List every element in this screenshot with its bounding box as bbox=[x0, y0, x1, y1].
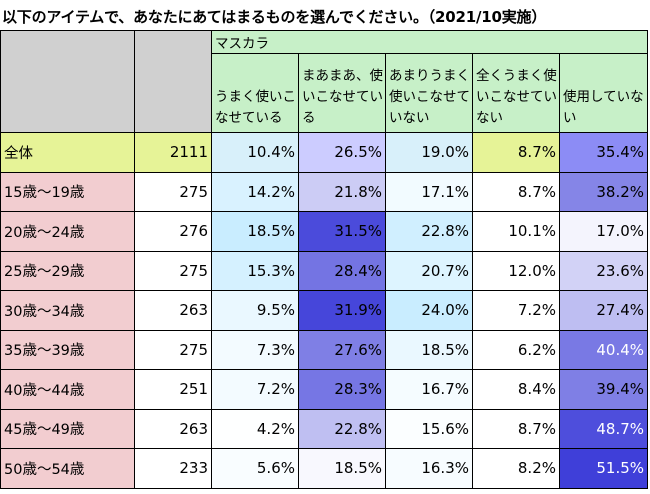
value-cell: 28.3% bbox=[298, 369, 386, 410]
sample-count: 233 bbox=[134, 448, 212, 489]
value-cell: 15.6% bbox=[385, 408, 473, 449]
value-cell: 27.4% bbox=[558, 290, 649, 331]
row-label: 45歳～49歳 bbox=[0, 408, 135, 449]
value-cell: 51.5% bbox=[558, 448, 649, 489]
corner-cell bbox=[0, 30, 135, 133]
column-header: まあまあ、使いこなせている bbox=[298, 53, 386, 133]
sample-count: 276 bbox=[134, 211, 212, 252]
table-row: 35歳～39歳 275 7.3% 27.6% 18.5% 6.2% 40.4% bbox=[0, 329, 649, 370]
table-row: 30歳～34歳 263 9.5% 31.9% 24.0% 7.2% 27.4% bbox=[0, 290, 649, 331]
value-cell: 17.1% bbox=[385, 171, 473, 212]
sample-count: 2111 bbox=[134, 132, 212, 173]
value-cell: 18.5% bbox=[211, 211, 299, 252]
value-cell: 6.2% bbox=[472, 329, 560, 370]
value-cell: 18.5% bbox=[385, 329, 473, 370]
sample-count: 275 bbox=[134, 250, 212, 291]
value-cell: 8.7% bbox=[472, 408, 560, 449]
header-row-item: マスカラ bbox=[0, 30, 649, 133]
table-row: 20歳～24歳 276 18.5% 31.5% 22.8% 10.1% 17.0% bbox=[0, 211, 649, 252]
value-cell: 17.0% bbox=[558, 211, 649, 252]
count-header-cell bbox=[134, 30, 212, 133]
value-cell: 40.4% bbox=[558, 329, 649, 370]
table-row: 25歳～29歳 275 15.3% 28.4% 20.7% 12.0% 23.6% bbox=[0, 250, 649, 291]
value-cell: 10.1% bbox=[472, 211, 560, 252]
value-cell: 8.4% bbox=[472, 369, 560, 410]
value-cell: 16.7% bbox=[385, 369, 473, 410]
column-header: 全くうまく使いこなせていない bbox=[472, 53, 560, 133]
value-cell: 8.7% bbox=[472, 132, 560, 173]
value-cell: 12.0% bbox=[472, 250, 560, 291]
item-header: マスカラ bbox=[210, 30, 649, 54]
row-label: 40歳～44歳 bbox=[0, 369, 135, 410]
value-cell: 23.6% bbox=[558, 250, 649, 291]
sample-count: 275 bbox=[134, 171, 212, 212]
row-label: 30歳～34歳 bbox=[0, 290, 135, 331]
value-cell: 22.8% bbox=[298, 408, 386, 449]
sample-count: 275 bbox=[134, 329, 212, 370]
sample-count: 251 bbox=[134, 369, 212, 410]
column-header: うまく使いこなせている bbox=[211, 53, 299, 133]
value-cell: 18.5% bbox=[298, 448, 386, 489]
value-cell: 15.3% bbox=[211, 250, 299, 291]
value-cell: 19.0% bbox=[385, 132, 473, 173]
row-label: 35歳～39歳 bbox=[0, 329, 135, 370]
value-cell: 26.5% bbox=[298, 132, 386, 173]
value-cell: 20.7% bbox=[385, 250, 473, 291]
value-cell: 14.2% bbox=[211, 171, 299, 212]
row-label: 15歳～19歳 bbox=[0, 171, 135, 212]
column-header: あまりうまく使いこなせていない bbox=[385, 53, 473, 133]
survey-table: マスカラ うまく使いこなせている まあまあ、使いこなせている あまりうまく使いこ… bbox=[0, 30, 649, 489]
row-label: 全体 bbox=[0, 132, 135, 173]
value-cell: 7.2% bbox=[211, 369, 299, 410]
value-cell: 31.5% bbox=[298, 211, 386, 252]
row-label: 50歳～54歳 bbox=[0, 448, 135, 489]
value-cell: 22.8% bbox=[385, 211, 473, 252]
value-cell: 7.3% bbox=[211, 329, 299, 370]
table-row: 40歳～44歳 251 7.2% 28.3% 16.7% 8.4% 39.4% bbox=[0, 369, 649, 410]
value-cell: 5.6% bbox=[211, 448, 299, 489]
header-row-columns: うまく使いこなせている まあまあ、使いこなせている あまりうまく使いこなせていな… bbox=[1, 53, 649, 133]
value-cell: 16.3% bbox=[385, 448, 473, 489]
sample-count: 263 bbox=[134, 290, 212, 331]
value-cell: 27.6% bbox=[298, 329, 386, 370]
page-title: 以下のアイテムで、あなたにあてはまるものを選んでください。（2021/10実施） bbox=[2, 8, 547, 26]
value-cell: 8.7% bbox=[472, 171, 560, 212]
row-label: 20歳～24歳 bbox=[0, 211, 135, 252]
value-cell: 9.5% bbox=[211, 290, 299, 331]
sample-count: 263 bbox=[134, 408, 212, 449]
value-cell: 35.4% bbox=[558, 132, 649, 173]
total-row: 全体 2111 10.4% 26.5% 19.0% 8.7% 35.4% bbox=[0, 132, 649, 173]
table-row: 15歳～19歳 275 14.2% 21.8% 17.1% 8.7% 38.2% bbox=[0, 171, 649, 212]
value-cell: 10.4% bbox=[211, 132, 299, 173]
table-row: 50歳～54歳 233 5.6% 18.5% 16.3% 8.2% 51.5% bbox=[0, 448, 649, 489]
value-cell: 48.7% bbox=[558, 408, 649, 449]
value-cell: 38.2% bbox=[558, 171, 649, 212]
value-cell: 24.0% bbox=[385, 290, 473, 331]
value-cell: 28.4% bbox=[298, 250, 386, 291]
row-label: 25歳～29歳 bbox=[0, 250, 135, 291]
value-cell: 31.9% bbox=[298, 290, 386, 331]
value-cell: 4.2% bbox=[211, 408, 299, 449]
value-cell: 39.4% bbox=[558, 369, 649, 410]
value-cell: 8.2% bbox=[472, 448, 560, 489]
value-cell: 21.8% bbox=[298, 171, 386, 212]
value-cell: 7.2% bbox=[472, 290, 560, 331]
table-row: 45歳～49歳 263 4.2% 22.8% 15.6% 8.7% 48.7% bbox=[0, 408, 649, 449]
column-header: 使用していない bbox=[558, 53, 649, 133]
